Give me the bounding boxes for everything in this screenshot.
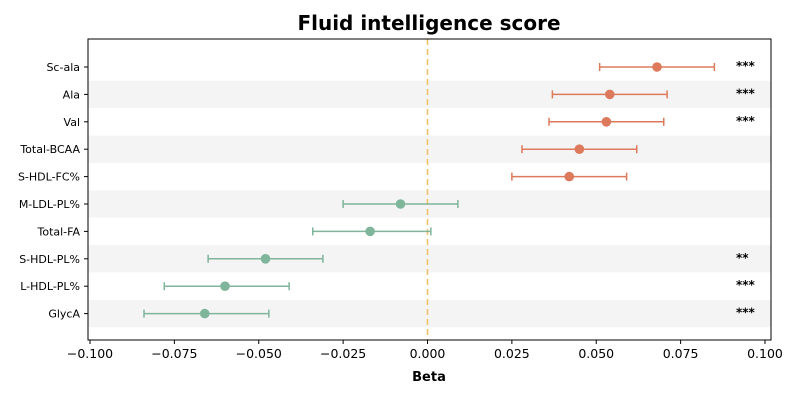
y-tick-label: Total-BCAA [19, 143, 80, 156]
x-tick-label: −0.100 [67, 346, 113, 361]
estimate-point [601, 117, 612, 127]
estimate-point [365, 226, 375, 237]
x-tick-label: 0.050 [578, 346, 614, 361]
y-tick-label: Ala [63, 88, 80, 101]
y-tick-label: Val [64, 116, 80, 129]
x-axis-label: Beta [412, 370, 446, 385]
data-marks [143, 62, 716, 319]
y-axis-labels: Sc-ala Ala Val Total-BCAA S-HDL-FC% M-LDL-PL%… [18, 61, 88, 321]
estimate-point [574, 144, 585, 154]
estimate-point [564, 171, 575, 182]
chart-title: Fluid intelligence score [297, 11, 560, 35]
x-tick-label: 0.075 [663, 346, 699, 361]
y-tick-label: S-HDL-FC% [18, 171, 80, 184]
estimate-point [260, 253, 271, 264]
estimate-point [604, 89, 615, 100]
y-tick-label: Total-FA [36, 225, 80, 238]
significance-label: *** [736, 114, 756, 128]
y-tick-label: Sc-ala [46, 61, 80, 74]
x-tick-label: 0.000 [410, 346, 446, 361]
estimate-point [395, 199, 406, 209]
estimate-point [220, 281, 230, 292]
x-tick-label: 0.025 [494, 346, 530, 361]
significance-label: *** [736, 86, 756, 100]
y-tick-label: M-LDL-PL% [19, 198, 80, 211]
x-tick-label: −0.025 [320, 346, 366, 361]
significance-label: *** [736, 278, 756, 292]
row-band [88, 245, 771, 273]
y-tick-label: GlycA [48, 308, 80, 321]
row-band [88, 80, 771, 109]
x-axis: −0.100 −0.075 −0.050 −0.025 0.000 0.025 0.050 0… [67, 340, 783, 361]
significance-label: *** [736, 306, 756, 320]
x-tick-label: −0.050 [236, 346, 282, 361]
y-tick-label: S-HDL-PL% [19, 253, 80, 266]
row-band [88, 135, 771, 163]
significance-label: ** [736, 251, 749, 265]
significance-labels: ***************** [736, 59, 756, 320]
x-tick-label: 0.100 [747, 346, 783, 361]
estimate-point [199, 308, 210, 319]
estimate-point [652, 62, 662, 72]
significance-label: *** [736, 59, 756, 73]
y-tick-label: L-HDL-PL% [20, 280, 80, 293]
plot-frame [87, 38, 772, 341]
x-tick-label: −0.075 [151, 346, 197, 361]
